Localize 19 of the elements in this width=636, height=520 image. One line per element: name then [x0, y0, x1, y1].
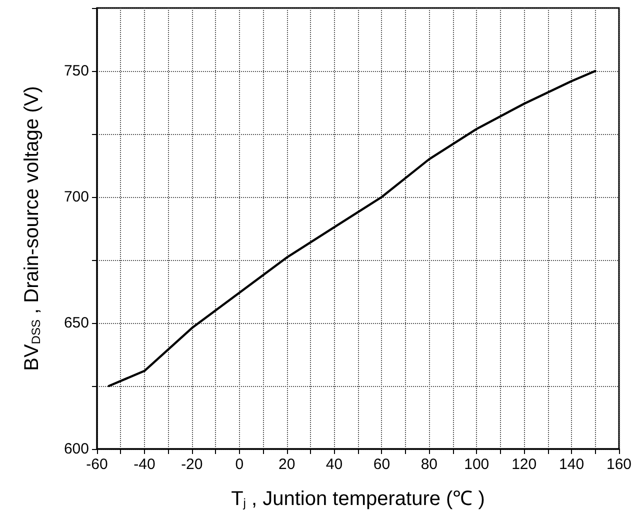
x-axis-title: Tj , Juntion temperature (℃ )	[231, 488, 485, 510]
y-axis-title: BVDSS , Drain-source voltage (V)	[21, 86, 43, 371]
x-tick-label: 80	[420, 456, 438, 473]
y-tick-label: 700	[64, 188, 89, 206]
x-tick-label: -20	[181, 456, 203, 473]
x-tick-label: -60	[86, 456, 108, 473]
x-tick-label: 0	[235, 456, 244, 473]
x-tick-label: 40	[326, 456, 343, 473]
y-tick-label: 750	[64, 62, 89, 80]
x-tick-label: 120	[512, 456, 537, 473]
x-tick-label: 20	[278, 456, 296, 473]
x-tick-label: -40	[134, 456, 156, 473]
x-tick-label: 100	[464, 456, 490, 473]
y-tick-label: 650	[64, 314, 89, 332]
x-tick-label: 60	[373, 456, 390, 473]
y-tick-label: 600	[64, 440, 89, 458]
line-series	[108, 70, 596, 388]
x-tick-label: 140	[559, 456, 584, 473]
x-tick-label: 160	[606, 456, 632, 473]
